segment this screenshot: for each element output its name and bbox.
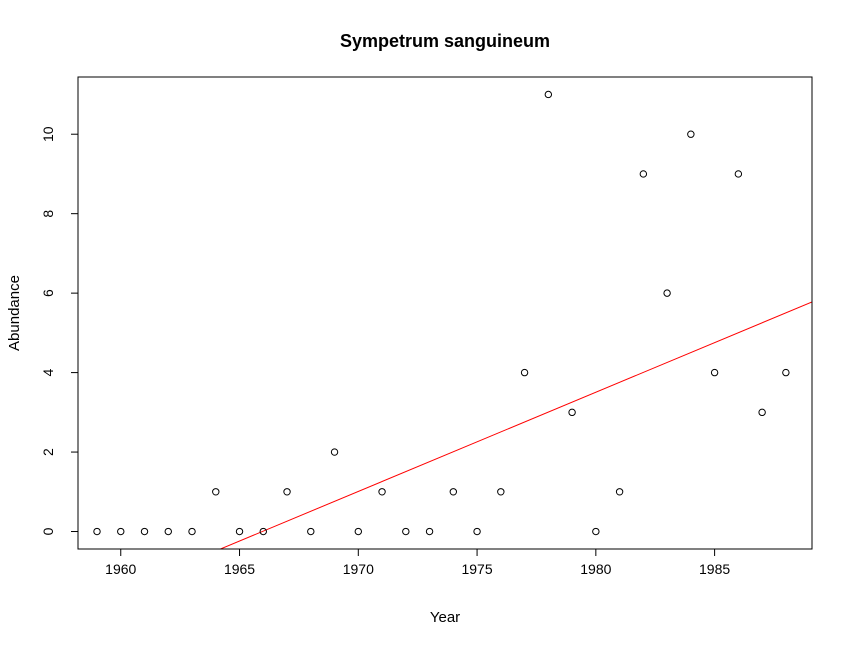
y-tick-label: 4 bbox=[40, 368, 56, 376]
data-point bbox=[117, 527, 125, 536]
data-point bbox=[378, 488, 386, 496]
data-point bbox=[687, 130, 695, 138]
data-point bbox=[140, 527, 149, 536]
data-point bbox=[710, 368, 719, 377]
x-tick-label: 1985 bbox=[699, 561, 730, 577]
x-tick-label: 1965 bbox=[224, 561, 255, 577]
data-point bbox=[520, 368, 529, 377]
y-axis-label: Abundance bbox=[6, 275, 23, 351]
data-point bbox=[782, 368, 790, 377]
data-point bbox=[615, 488, 624, 496]
data-point bbox=[544, 90, 553, 99]
data-point bbox=[259, 527, 267, 536]
x-axis-label: Year bbox=[430, 609, 460, 626]
data-point bbox=[497, 488, 505, 496]
data-point bbox=[568, 408, 576, 417]
trend-line bbox=[219, 301, 812, 549]
data-point bbox=[188, 527, 196, 536]
data-point bbox=[663, 289, 671, 297]
y-tick-label: 6 bbox=[40, 289, 56, 297]
data-point bbox=[425, 527, 434, 536]
y-tick-label: 2 bbox=[40, 448, 56, 456]
data-point bbox=[307, 527, 315, 536]
y-tick-label: 10 bbox=[40, 126, 56, 142]
x-tick-label: 1975 bbox=[461, 561, 492, 577]
data-point bbox=[592, 527, 600, 536]
data-point bbox=[330, 448, 339, 456]
x-tick-label: 1970 bbox=[343, 561, 374, 577]
y-tick-label: 0 bbox=[40, 527, 56, 535]
plot-frame bbox=[77, 76, 813, 550]
y-tick-label: 8 bbox=[40, 210, 56, 218]
data-point bbox=[449, 488, 458, 496]
data-point bbox=[758, 408, 766, 417]
data-point bbox=[734, 170, 743, 178]
data-point bbox=[283, 488, 291, 496]
chart-title: Sympetrum sanguineum bbox=[340, 31, 550, 51]
data-point bbox=[473, 527, 481, 536]
data-point bbox=[639, 170, 648, 178]
data-point bbox=[402, 527, 410, 536]
data-point bbox=[93, 527, 101, 536]
data-point bbox=[354, 527, 362, 536]
data-point bbox=[235, 527, 244, 536]
data-point bbox=[164, 527, 172, 536]
x-tick-label: 1980 bbox=[580, 561, 611, 577]
x-tick-label: 1960 bbox=[105, 561, 136, 577]
data-point bbox=[212, 488, 220, 496]
